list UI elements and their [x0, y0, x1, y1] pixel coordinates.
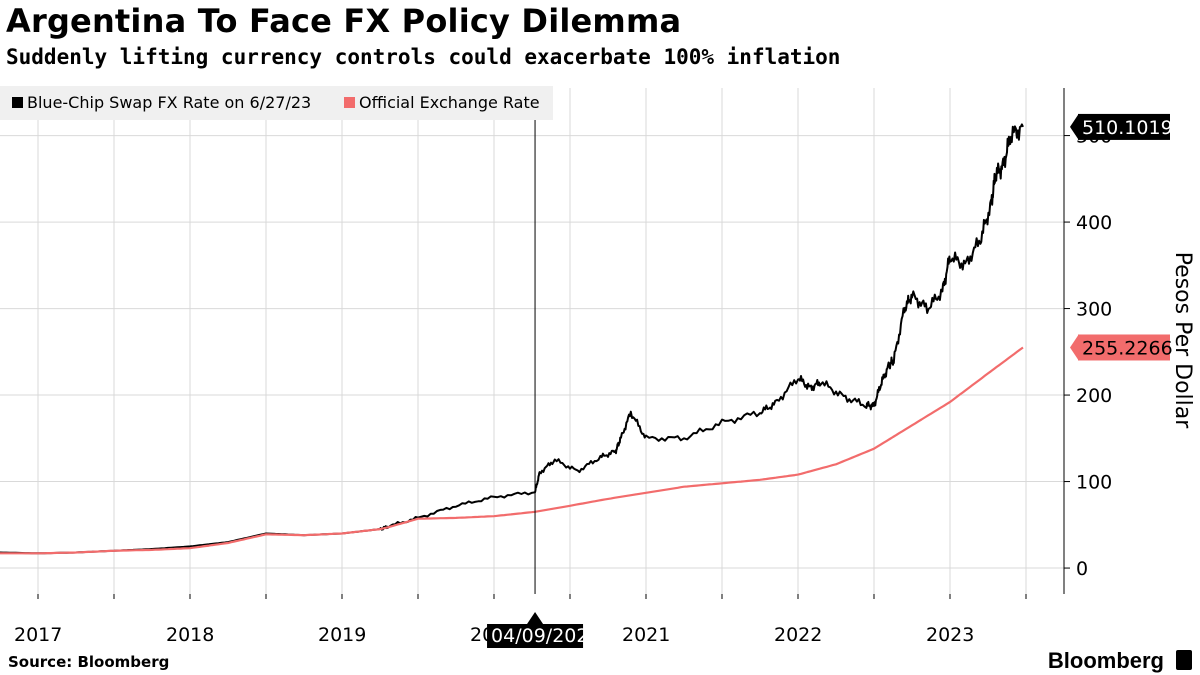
bloomberg-logo: Bloomberg	[1047, 648, 1164, 673]
date-marker-badge	[487, 624, 584, 648]
date-marker-label: 04/09/2020	[491, 625, 601, 647]
y-tick-label: 200	[1076, 385, 1112, 407]
legend-label-blue-chip: Blue-Chip Swap FX Rate on 6/27/23	[27, 93, 311, 112]
x-tick-label: 2021	[622, 624, 670, 646]
last-value-label: 510.1019	[1082, 117, 1173, 139]
legend-label-official: Official Exchange Rate	[359, 93, 540, 112]
date-marker-pointer	[527, 612, 544, 624]
legend-box	[0, 86, 553, 120]
chart-subtitle: Suddenly lifting currency controls could…	[6, 45, 841, 69]
last-value-badge	[1078, 334, 1170, 361]
last-value-label: 255.2266	[1082, 337, 1173, 359]
y-tick-label: 0	[1076, 558, 1088, 580]
x-tick-label: 2019	[318, 624, 366, 646]
y-tick-label: 300	[1076, 299, 1112, 321]
source-note: Source: Bloomberg	[8, 653, 170, 671]
legend-swatch-official	[344, 97, 355, 108]
chart-title: Argentina To Face FX Policy Dilemma	[6, 2, 682, 40]
x-tick-label: 2023	[926, 624, 974, 646]
x-tick-label: 2018	[166, 624, 214, 646]
y-axis-label: Pesos Per Dollar	[1170, 252, 1195, 430]
y-tick-label: 100	[1076, 472, 1112, 494]
last-value-pointer	[1070, 114, 1078, 139]
last-value-pointer	[1070, 335, 1078, 360]
official-rate-series-line	[0, 346, 1024, 555]
blue-chip-series-line	[0, 123, 1024, 555]
legend-swatch-blue-chip	[12, 97, 23, 108]
x-tick-label: 2017	[14, 624, 62, 646]
bloomberg-terminal-icon	[1176, 650, 1192, 670]
y-tick-label: 400	[1076, 212, 1112, 234]
x-tick-label: 2022	[774, 624, 822, 646]
last-value-badge	[1078, 113, 1170, 140]
